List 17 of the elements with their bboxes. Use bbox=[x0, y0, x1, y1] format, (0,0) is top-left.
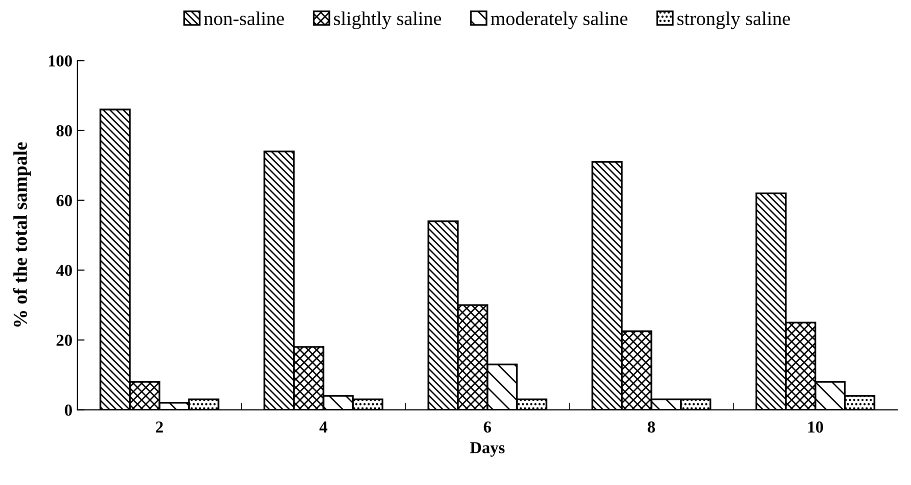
x-tick-label: 4 bbox=[319, 422, 328, 432]
y-axis-title: % of the total sampale bbox=[13, 142, 31, 327]
x-axis-title: Days bbox=[470, 442, 505, 457]
legend-label: strongly saline bbox=[677, 11, 790, 30]
y-tick-label: 20 bbox=[56, 334, 72, 346]
y-tick-label: 80 bbox=[56, 125, 72, 136]
y-tick-label: 100 bbox=[48, 55, 72, 67]
legend-label: non-saline bbox=[204, 11, 284, 26]
y-tick-label: 40 bbox=[56, 264, 72, 276]
x-tick-label: 6 bbox=[484, 421, 492, 433]
legend-label: moderately saline bbox=[490, 11, 628, 30]
legend-label: slightly saline bbox=[334, 11, 442, 30]
y-tick-label: 0 bbox=[64, 404, 72, 416]
x-tick-label: 8 bbox=[648, 421, 655, 433]
x-tick-label: 10 bbox=[808, 421, 824, 433]
y-tick-label: 60 bbox=[56, 195, 72, 206]
x-tick-label: 2 bbox=[156, 421, 163, 432]
